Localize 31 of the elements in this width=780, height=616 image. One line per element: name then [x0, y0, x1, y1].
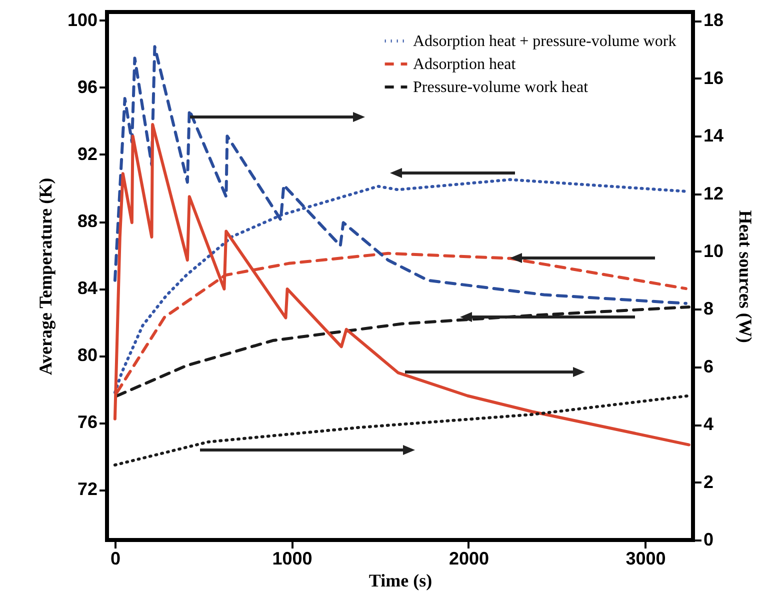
y2-tick-label: 16 [704, 68, 724, 88]
y-tick-label: 84 [77, 278, 98, 298]
legend-label: Adsorption heat [413, 56, 516, 73]
y-tick-label: 100 [67, 10, 98, 30]
x-axis-title: Time (s) [368, 570, 432, 590]
y2-tick-label: 12 [704, 183, 724, 204]
y2-tick-label: 6 [704, 356, 714, 376]
y-axis-title: Average Temperature (K) [35, 178, 56, 376]
legend-label: Pressure-volume work heat [413, 79, 589, 96]
x-tick-label: 3000 [626, 548, 666, 568]
y2-tick-label: 8 [704, 298, 714, 319]
y2-tick-label: 10 [704, 240, 724, 261]
line-series [113, 394, 690, 466]
y-tick-label: 72 [77, 479, 98, 500]
y2-tick-label: 0 [704, 530, 714, 550]
y2-tick-label: 18 [704, 10, 724, 30]
y-tick-label: 80 [77, 345, 98, 366]
x-tick-label: 0 [110, 548, 120, 568]
y2-tick-label: 14 [704, 126, 724, 146]
y-tick-label: 96 [77, 76, 98, 97]
y-tick-label: 76 [77, 412, 98, 432]
x-tick-label: 1000 [272, 548, 312, 568]
y2-axis-title: Heat sources (W) [736, 210, 756, 343]
y2-tick-label: 2 [704, 472, 714, 492]
y2-tick-label: 4 [704, 414, 714, 434]
x-tick-label: 2000 [448, 548, 490, 568]
y-tick-label: 92 [77, 144, 98, 164]
line-series [113, 123, 690, 446]
legend-label: Adsorption heat + pressure-volume work [413, 33, 676, 50]
line-series [115, 306, 690, 398]
y-tick-label: 88 [77, 211, 98, 232]
